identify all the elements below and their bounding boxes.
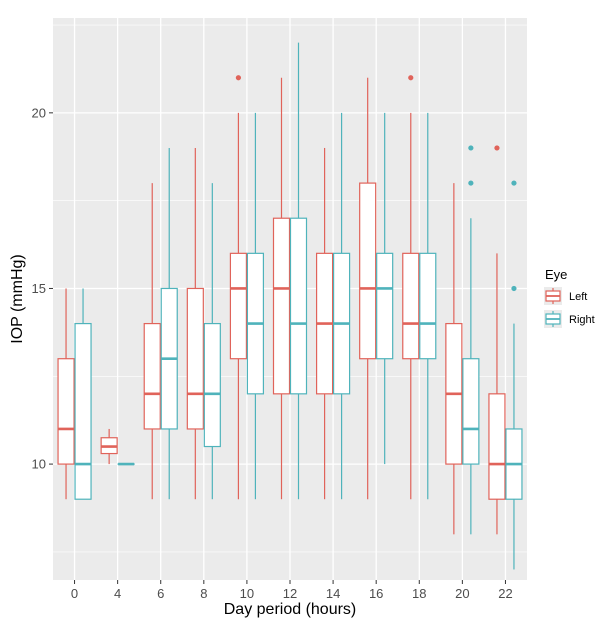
x-tick-label: 4: [114, 586, 121, 601]
box-right-12: [289, 42, 308, 500]
legend-title: Eye: [545, 267, 567, 282]
box-left-8: [186, 147, 204, 500]
iqr-box: [419, 252, 437, 360]
outlier-point: [468, 145, 474, 151]
legend-label-left: Left: [569, 291, 587, 303]
x-tick-label: 16: [369, 586, 383, 601]
box-left-20: [445, 183, 463, 535]
box-right-8: [203, 183, 221, 500]
box-right-18: [419, 112, 437, 500]
outlier-point: [494, 145, 500, 151]
box-left-4: [100, 428, 118, 465]
y-tick-label: 10: [32, 457, 46, 472]
box-left-16: [359, 77, 377, 500]
x-tick-label: 14: [326, 586, 340, 601]
x-axis: 0 4 6 8 10 12 14 16 18 20 22: [71, 580, 513, 601]
outlier-point: [235, 75, 242, 81]
iqr-box: [203, 322, 221, 448]
x-tick-label: 20: [455, 586, 469, 601]
outlier-point: [511, 285, 517, 292]
x-tick-label: 8: [200, 586, 207, 601]
y-tick-label: 20: [32, 105, 46, 120]
iqr-box: [186, 287, 204, 430]
box-right-22: [505, 180, 523, 570]
x-tick-label: 18: [412, 586, 426, 601]
x-tick-label: 12: [283, 586, 297, 601]
x-tick-label: 0: [71, 586, 78, 601]
box-left-12: [272, 77, 291, 500]
x-tick-label: 6: [157, 586, 164, 601]
box-right-0: [74, 288, 92, 500]
y-axis-title: IOP (mmHg): [9, 254, 26, 343]
box-right-14: [332, 112, 351, 500]
iqr-box: [57, 358, 75, 465]
y-tick-label: 15: [32, 281, 46, 296]
outlier-point: [511, 180, 517, 186]
x-tick-label: 22: [498, 586, 512, 601]
x-axis-title: Day period (hours): [224, 601, 357, 618]
y-axis: 10 15 20: [32, 105, 53, 472]
iqr-box: [289, 217, 308, 395]
box-left-10: [229, 75, 248, 500]
legend: Eye Left Right: [544, 267, 595, 328]
legend-label-right: Right: [569, 314, 595, 326]
iqr-box: [272, 217, 291, 395]
box-left-14: [315, 147, 334, 500]
outlier-point: [408, 75, 414, 81]
box-left-22: [488, 145, 506, 535]
box-left-0: [57, 288, 75, 500]
x-tick-label: 10: [240, 586, 254, 601]
box-left-6: [143, 183, 161, 500]
box-right-20: [462, 145, 480, 535]
iqr-box: [359, 182, 377, 360]
box-series-group: [57, 42, 523, 570]
box-left-18: [402, 75, 420, 500]
box-right-6: [160, 147, 178, 500]
iqr-box: [462, 358, 480, 465]
legend-key-right: [544, 310, 562, 328]
box-right-16: [376, 112, 394, 465]
legend-key-left: [544, 287, 562, 305]
box-right-10: [246, 112, 265, 500]
iqr-box: [229, 252, 248, 360]
iqr-box: [402, 252, 420, 360]
iqr-box: [376, 252, 394, 360]
iqr-box: [488, 393, 506, 500]
iqr-box: [74, 322, 92, 500]
outlier-point: [468, 180, 474, 186]
iqr-box: [143, 322, 161, 430]
